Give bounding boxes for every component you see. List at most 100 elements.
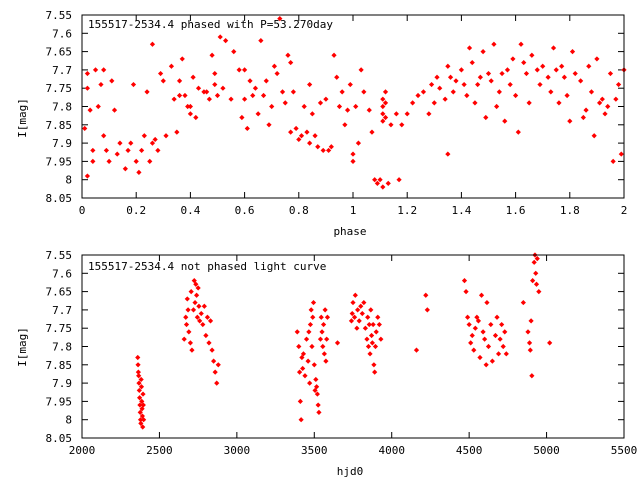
data-point <box>135 362 141 368</box>
data-point <box>485 343 492 350</box>
data-point <box>198 310 204 317</box>
data-point <box>90 158 96 164</box>
data-point <box>296 343 302 350</box>
x-tick-label: 2500 <box>146 444 173 457</box>
data-point <box>342 122 348 128</box>
x-tick-label: 1.4 <box>451 204 471 217</box>
data-point <box>605 103 611 110</box>
data-point <box>310 299 317 306</box>
data-point <box>152 136 158 143</box>
data-point <box>138 420 144 426</box>
data-point <box>534 256 540 262</box>
data-point <box>351 314 358 320</box>
data-point <box>525 329 531 335</box>
data-point <box>141 133 147 139</box>
data-point <box>260 92 267 99</box>
data-point <box>466 45 473 51</box>
data-point <box>201 89 207 95</box>
data-point <box>420 89 427 95</box>
data-point <box>133 158 139 164</box>
data-point <box>334 74 340 80</box>
data-point <box>607 70 614 77</box>
data-point <box>274 70 280 77</box>
data-point <box>314 391 320 397</box>
data-point <box>513 92 519 99</box>
data-point <box>139 413 145 419</box>
x-tick-label: 0.6 <box>235 204 255 217</box>
data-point <box>556 100 562 106</box>
data-point <box>461 278 468 284</box>
data-point <box>135 354 141 361</box>
data-point <box>510 56 516 62</box>
data-point <box>319 329 325 335</box>
data-point <box>475 318 482 324</box>
data-point <box>399 122 405 128</box>
data-point <box>312 387 318 394</box>
data-point <box>339 89 345 95</box>
data-point <box>488 78 494 84</box>
data-point <box>324 336 330 342</box>
data-point <box>147 158 153 164</box>
data-point <box>269 103 275 110</box>
data-point <box>468 340 474 346</box>
data-point <box>380 111 386 117</box>
plot-frame <box>81 14 625 199</box>
data-point <box>540 63 546 69</box>
data-point <box>393 111 399 117</box>
data-point <box>209 347 215 353</box>
data-point <box>483 362 489 368</box>
data-point <box>547 340 553 346</box>
data-point <box>109 78 115 84</box>
data-point <box>200 321 206 328</box>
data-point <box>368 307 374 313</box>
data-point <box>472 325 478 331</box>
data-point <box>231 49 237 55</box>
data-point <box>300 365 306 372</box>
data-point <box>472 100 478 106</box>
data-point <box>352 292 358 298</box>
data-point <box>157 70 164 77</box>
data-point <box>176 78 183 84</box>
data-point <box>193 114 199 121</box>
phased-light-curve-chart: 155517-2534.4 phased with P=53.270day ph… <box>16 9 627 238</box>
data-point <box>350 151 356 157</box>
data-point <box>495 351 502 357</box>
data-point <box>354 325 360 331</box>
data-point <box>361 299 367 306</box>
data-point <box>583 107 589 113</box>
data-point <box>315 402 321 408</box>
data-point <box>135 369 141 375</box>
data-point <box>288 129 294 135</box>
data-point <box>382 114 389 121</box>
data-point <box>353 103 359 110</box>
data-point <box>531 259 537 265</box>
data-point <box>138 376 144 383</box>
data-point <box>413 347 420 353</box>
data-point <box>380 103 386 110</box>
data-point <box>480 49 486 55</box>
data-point <box>374 180 380 186</box>
y-tick-label: 7.55 <box>46 9 73 22</box>
unphased-light-curve-chart: 155517-2534.4 not phased light curve hjd… <box>16 249 637 478</box>
data-point <box>410 100 416 106</box>
data-point <box>615 81 622 88</box>
data-point <box>314 384 320 390</box>
y-tick-label: 7.7 <box>52 64 72 77</box>
data-point <box>494 314 500 320</box>
data-point <box>344 107 351 113</box>
x-tick-label: 0.2 <box>126 204 146 217</box>
data-point <box>445 63 451 69</box>
data-point <box>478 292 485 298</box>
y-tick-label: 8 <box>65 414 72 427</box>
data-point <box>239 114 245 121</box>
data-point <box>317 100 324 106</box>
y-tick-label: 8 <box>65 174 72 187</box>
data-point <box>396 177 402 183</box>
data-point <box>507 81 513 88</box>
data-point <box>307 380 313 386</box>
data-point <box>367 351 373 357</box>
data-point <box>298 417 304 423</box>
data-point <box>271 63 278 69</box>
data-point <box>378 336 384 342</box>
data-point <box>364 336 370 342</box>
